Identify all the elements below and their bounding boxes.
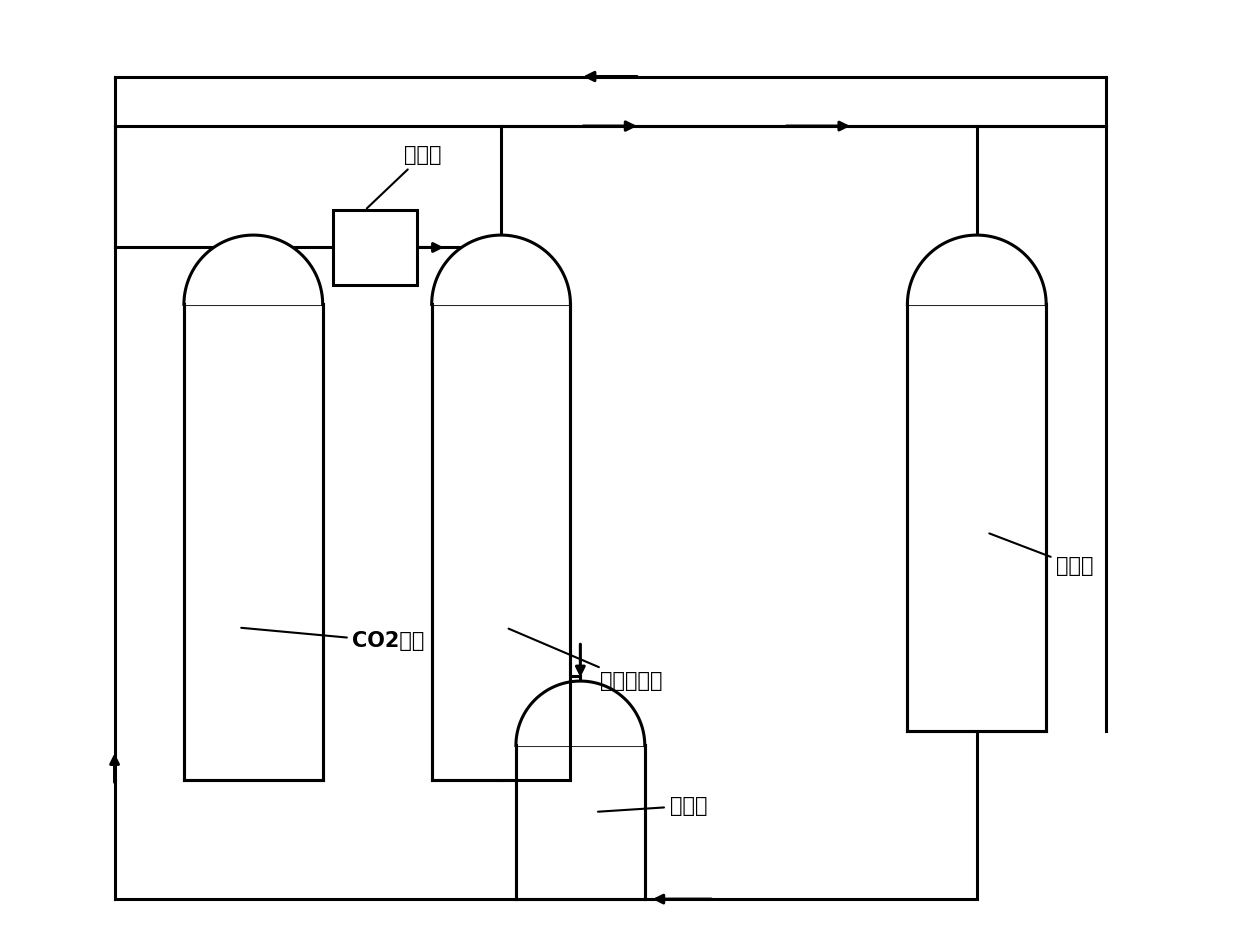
Text: 互溶反应釜: 互溶反应釜 [508,629,662,691]
Bar [332,210,417,285]
Bar [908,304,1047,731]
Wedge shape [516,681,645,745]
Wedge shape [184,235,322,304]
Text: CO2气源: CO2气源 [242,628,425,651]
Wedge shape [432,235,570,304]
Bar [516,745,645,899]
Text: 分离器: 分离器 [598,796,707,815]
Text: 高压泵: 高压泵 [367,145,441,208]
Bar [184,304,322,780]
Text: 染色罐: 染色罐 [990,534,1094,576]
Wedge shape [908,235,1047,304]
Bar [432,304,570,780]
